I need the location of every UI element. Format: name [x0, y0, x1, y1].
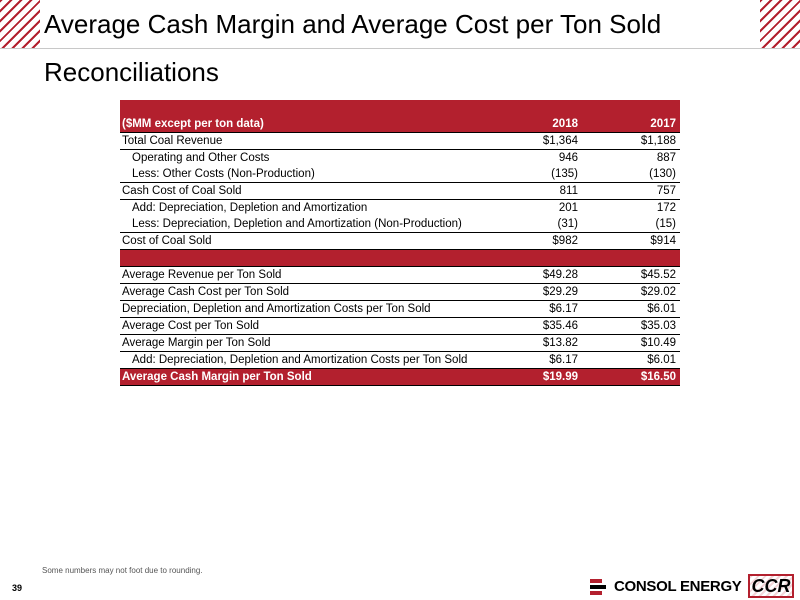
- row-value-2018: $19.99: [484, 368, 582, 386]
- row-value-2018: $49.28: [542, 269, 578, 281]
- row-value-2018: (135): [551, 168, 578, 180]
- row-value-2018: $1,364: [542, 135, 578, 147]
- row-value-2017: $1,188: [640, 135, 676, 147]
- reconciliation-table: ($MM except per ton data) 2018 2017 Tota…: [120, 100, 680, 386]
- table-row: Average Cost per Ton Sold $35.46 $35.03: [120, 317, 680, 335]
- row-label: Cash Cost of Coal Sold: [120, 182, 484, 200]
- header-label: ($MM except per ton data): [120, 116, 484, 133]
- row-label: Less: Depreciation, Depletion and Amorti…: [132, 218, 462, 230]
- logo-mark-icon: [590, 576, 610, 596]
- row-value-2017: $29.02: [582, 283, 680, 301]
- table-row: Average Cash Margin per Ton Sold $19.99 $1…: [120, 368, 680, 386]
- table-top-band: [120, 100, 680, 116]
- page-title: Average Cash Margin and Average Cost per…: [44, 9, 662, 87]
- row-value-2017: $35.03: [582, 317, 680, 335]
- row-value-2018: $13.82: [484, 334, 582, 352]
- row-value-2017: $16.50: [582, 368, 680, 386]
- table-row: Cost of Coal Sold $982 $914: [120, 232, 680, 250]
- table-row: Average Margin per Ton Sold $13.82 $10.49: [120, 334, 680, 352]
- table-row: Average Revenue per Ton Sold $49.28 $45.52: [120, 267, 680, 284]
- header-2018: 2018: [484, 116, 582, 133]
- section-separator: [120, 249, 680, 267]
- row-value-2018: 946: [484, 149, 582, 166]
- row-value-2018: 811: [484, 182, 582, 200]
- row-label: Average Cost per Ton Sold: [120, 317, 484, 335]
- ccr-logo: CCR: [748, 574, 794, 598]
- table-row: Less: Depreciation, Depletion and Amorti…: [120, 216, 680, 233]
- hatch-decoration-left: [0, 0, 40, 48]
- row-value-2017: (15): [655, 218, 676, 230]
- row-label: Depreciation, Depletion and Amortization…: [120, 300, 484, 318]
- row-label: Less: Other Costs (Non-Production): [132, 168, 315, 180]
- row-label: Average Revenue per Ton Sold: [122, 269, 282, 281]
- title-divider: [0, 48, 800, 49]
- row-label: Add: Depreciation, Depletion and Amortiz…: [120, 351, 484, 369]
- hatch-decoration-right: [760, 0, 800, 48]
- row-label: Total Coal Revenue: [122, 135, 223, 147]
- header-2017: 2017: [582, 116, 680, 133]
- table-row: Add: Depreciation, Depletion and Amortiz…: [120, 351, 680, 369]
- row-value-2018: $6.17: [484, 300, 582, 318]
- row-value-2017: $10.49: [582, 334, 680, 352]
- table-row: Add: Depreciation, Depletion and Amortiz…: [120, 199, 680, 216]
- table-row: Less: Other Costs (Non-Production) (135) (…: [120, 166, 680, 183]
- row-value-2017: $6.01: [582, 351, 680, 369]
- table-row: Depreciation, Depletion and Amortization…: [120, 300, 680, 318]
- table-row: Cash Cost of Coal Sold 811 757: [120, 182, 680, 200]
- row-value-2017: 757: [582, 182, 680, 200]
- row-value-2018: $29.29: [484, 283, 582, 301]
- row-value-2017: (130): [649, 168, 676, 180]
- title-bar: Average Cash Margin and Average Cost per…: [0, 0, 800, 87]
- row-value-2017: 172: [582, 199, 680, 216]
- row-value-2017: $45.52: [640, 269, 676, 281]
- row-value-2017: 887: [582, 149, 680, 166]
- row-value-2017: $6.01: [582, 300, 680, 318]
- footnote: Some numbers may not foot due to roundin…: [42, 566, 203, 575]
- table-row: Average Cash Cost per Ton Sold $29.29 $29.…: [120, 283, 680, 301]
- row-label: Average Cash Margin per Ton Sold: [120, 368, 484, 386]
- logo-text: CONSOL ENERGY: [614, 577, 742, 595]
- row-value-2017: $914: [582, 232, 680, 250]
- table-row: Total Coal Revenue $1,364 $1,188: [120, 133, 680, 150]
- table-row: Operating and Other Costs 946 887: [120, 149, 680, 166]
- row-value-2018: $35.46: [484, 317, 582, 335]
- row-value-2018: (31): [557, 218, 578, 230]
- page-number: 39: [12, 583, 23, 593]
- row-value-2018: $6.17: [484, 351, 582, 369]
- consol-energy-logo: CONSOL ENERGY: [590, 574, 742, 598]
- table-header-row: ($MM except per ton data) 2018 2017: [120, 116, 680, 133]
- row-label: Average Cash Cost per Ton Sold: [120, 283, 484, 301]
- row-label: Average Margin per Ton Sold: [120, 334, 484, 352]
- row-label: Operating and Other Costs: [120, 149, 484, 166]
- row-label: Cost of Coal Sold: [120, 232, 484, 250]
- row-label: Add: Depreciation, Depletion and Amortiz…: [120, 199, 484, 216]
- row-value-2018: 201: [484, 199, 582, 216]
- row-value-2018: $982: [484, 232, 582, 250]
